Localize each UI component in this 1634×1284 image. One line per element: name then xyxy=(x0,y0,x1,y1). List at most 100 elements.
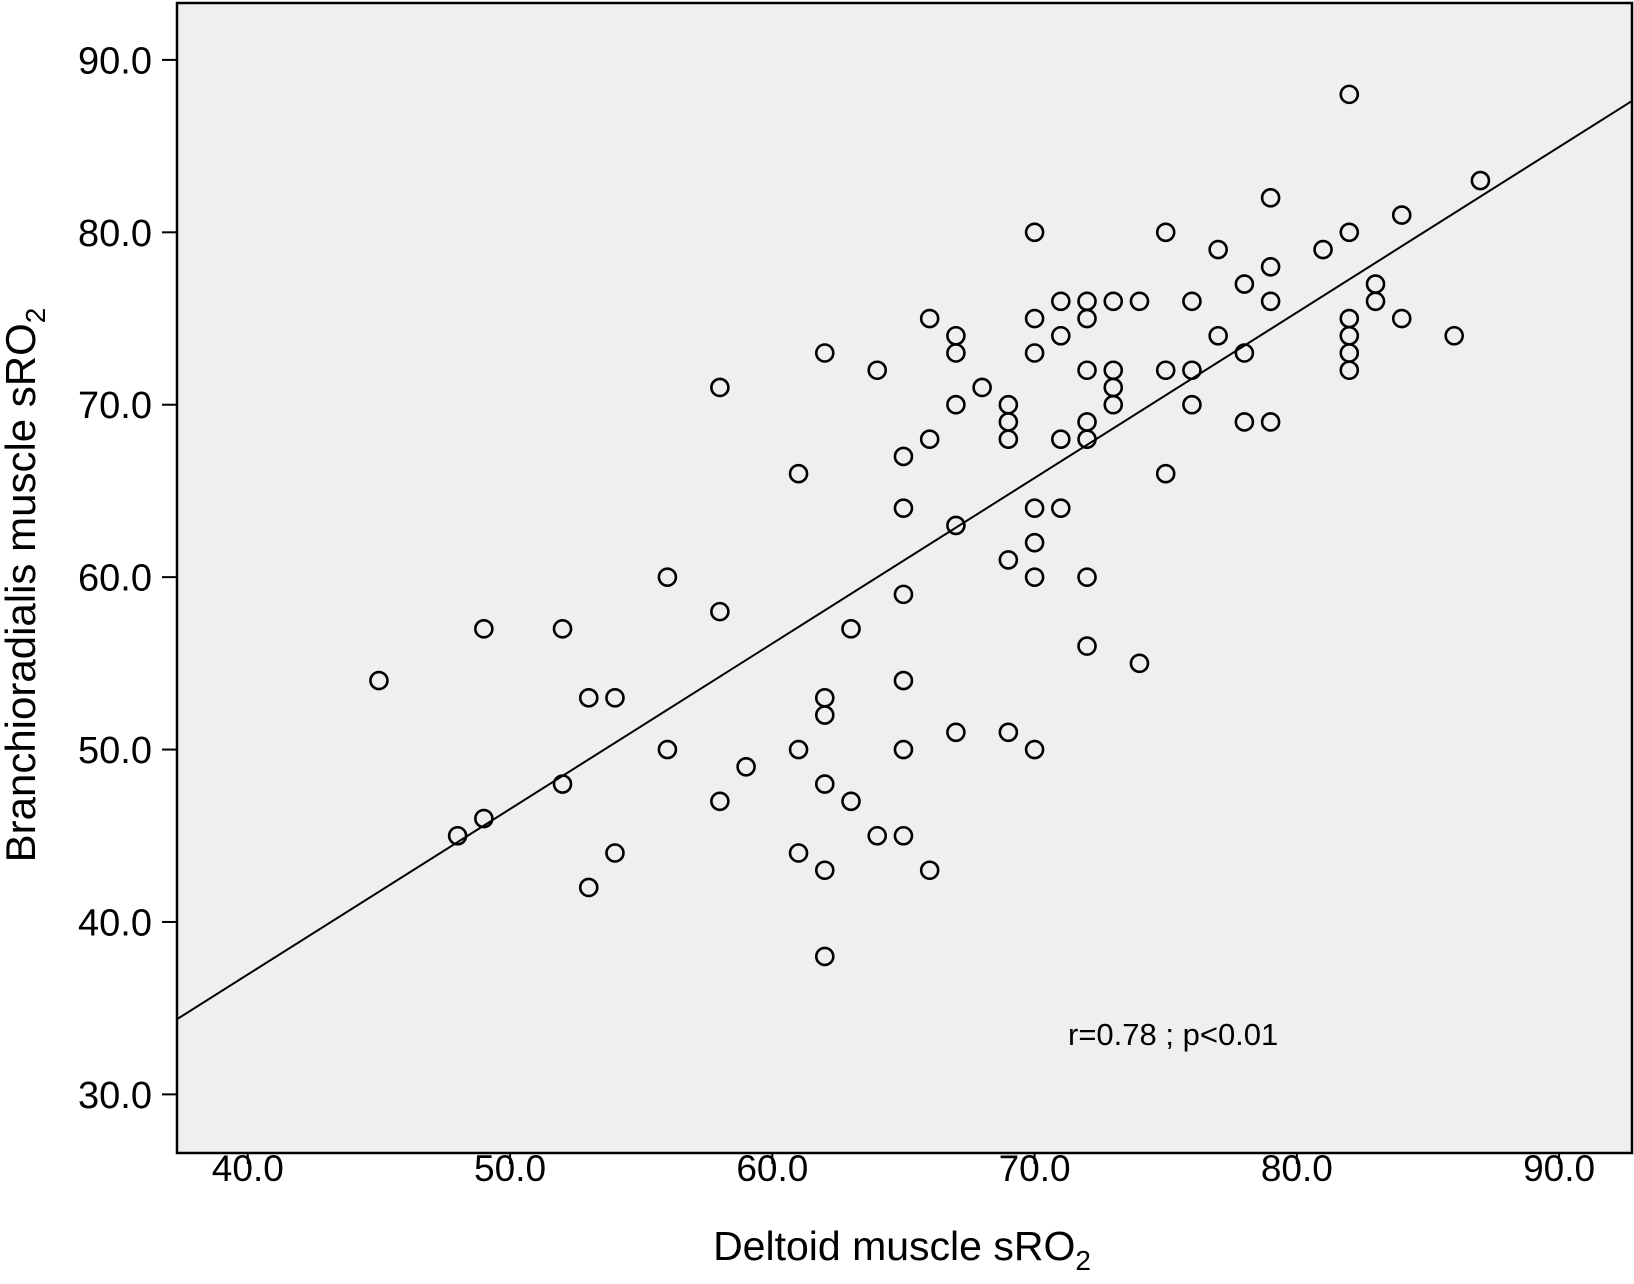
y-tick-label: 90.0 xyxy=(78,40,152,82)
data-point xyxy=(552,619,573,639)
data-point xyxy=(578,688,599,708)
data-point xyxy=(1365,291,1386,312)
data-point xyxy=(1234,343,1255,363)
data-point xyxy=(867,360,888,381)
data-point xyxy=(1077,636,1097,656)
data-point xyxy=(1313,239,1333,260)
data-point xyxy=(788,843,809,863)
y-tick-label: 30.0 xyxy=(78,1075,152,1117)
data-point xyxy=(657,739,678,760)
x-tick-label: 50.0 xyxy=(474,1148,546,1189)
data-point xyxy=(814,705,835,725)
data-point xyxy=(1077,360,1097,381)
data-points-layer xyxy=(369,84,1491,967)
data-point xyxy=(1155,463,1176,484)
data-point xyxy=(814,343,835,363)
data-point xyxy=(1444,325,1464,346)
data-point xyxy=(605,688,625,708)
data-point xyxy=(788,463,809,484)
data-point xyxy=(998,550,1019,570)
x-tick-label: 80.0 xyxy=(1261,1148,1333,1189)
data-point xyxy=(1339,360,1360,381)
data-point xyxy=(946,722,966,743)
data-point xyxy=(1024,222,1045,243)
y-axis: 30.0 40.0 50.0 60.0 70.0 80.0 90.0 xyxy=(78,40,177,1117)
data-point xyxy=(1051,325,1071,346)
fit-line-layer xyxy=(176,100,1633,1021)
data-point xyxy=(1260,188,1281,208)
data-point xyxy=(1103,394,1124,415)
data-point xyxy=(893,739,914,760)
data-point xyxy=(998,722,1019,743)
data-point xyxy=(919,308,940,329)
data-point xyxy=(578,877,599,898)
plot-area xyxy=(177,3,1632,1153)
data-point xyxy=(919,429,940,450)
regression-line xyxy=(176,100,1633,1021)
data-point xyxy=(1260,412,1281,432)
data-point xyxy=(1024,532,1045,553)
data-point xyxy=(972,377,992,398)
x-tick-label: 70.0 xyxy=(999,1148,1071,1189)
data-point xyxy=(1051,498,1071,518)
data-point xyxy=(1208,325,1228,346)
data-point xyxy=(1129,291,1150,312)
data-point xyxy=(788,739,809,760)
y-tick-label: 80.0 xyxy=(78,213,152,255)
data-point xyxy=(893,446,914,467)
data-point xyxy=(1129,653,1150,674)
data-point xyxy=(1155,222,1176,243)
data-point xyxy=(1077,429,1097,450)
x-axis: 40.0 50.0 60.0 70.0 80.0 90.0 xyxy=(212,1148,1595,1189)
y-tick-label: 40.0 xyxy=(78,902,152,944)
data-point xyxy=(1182,394,1202,415)
data-point xyxy=(841,791,861,812)
data-point xyxy=(710,601,730,622)
y-tick-label: 50.0 xyxy=(78,730,152,772)
data-point xyxy=(1260,291,1281,312)
data-point xyxy=(710,377,730,398)
data-point xyxy=(1077,308,1097,329)
data-point xyxy=(1024,739,1045,760)
data-point xyxy=(814,774,835,794)
data-point xyxy=(1339,222,1360,243)
data-point xyxy=(657,567,678,587)
data-point xyxy=(1155,360,1176,381)
data-point xyxy=(998,429,1019,450)
data-point xyxy=(1103,291,1124,312)
data-point xyxy=(1208,239,1228,260)
data-point xyxy=(1234,274,1255,294)
data-point xyxy=(1182,291,1202,312)
data-point xyxy=(1260,256,1281,277)
data-point xyxy=(1024,343,1045,363)
data-point xyxy=(369,670,389,691)
x-axis-label-text: Deltoid muscle sRO xyxy=(713,1223,1075,1269)
data-point xyxy=(474,808,494,829)
data-point xyxy=(1339,84,1360,105)
data-point xyxy=(946,515,966,536)
data-point xyxy=(474,619,494,639)
x-tick-label: 60.0 xyxy=(736,1148,808,1189)
data-point xyxy=(1391,308,1412,329)
data-point xyxy=(605,843,625,863)
data-point xyxy=(946,343,966,363)
data-point xyxy=(946,394,966,415)
data-point xyxy=(893,498,914,518)
x-tick-label: 40.0 xyxy=(212,1148,284,1189)
data-point xyxy=(1077,567,1097,587)
x-axis-label: Deltoid muscle sRO2 xyxy=(713,1223,1091,1276)
data-point xyxy=(1024,567,1045,587)
data-point xyxy=(1391,205,1412,225)
data-point xyxy=(552,774,573,794)
data-point xyxy=(1234,412,1255,432)
data-point xyxy=(1051,429,1071,450)
data-point xyxy=(893,825,914,846)
data-point xyxy=(841,619,861,639)
data-point xyxy=(710,791,730,812)
data-point xyxy=(1182,360,1202,381)
data-point xyxy=(736,756,756,777)
data-point xyxy=(814,946,835,967)
y-axis-label-text: Branchioradialis muscle sRO xyxy=(0,323,44,862)
data-point xyxy=(447,825,468,846)
